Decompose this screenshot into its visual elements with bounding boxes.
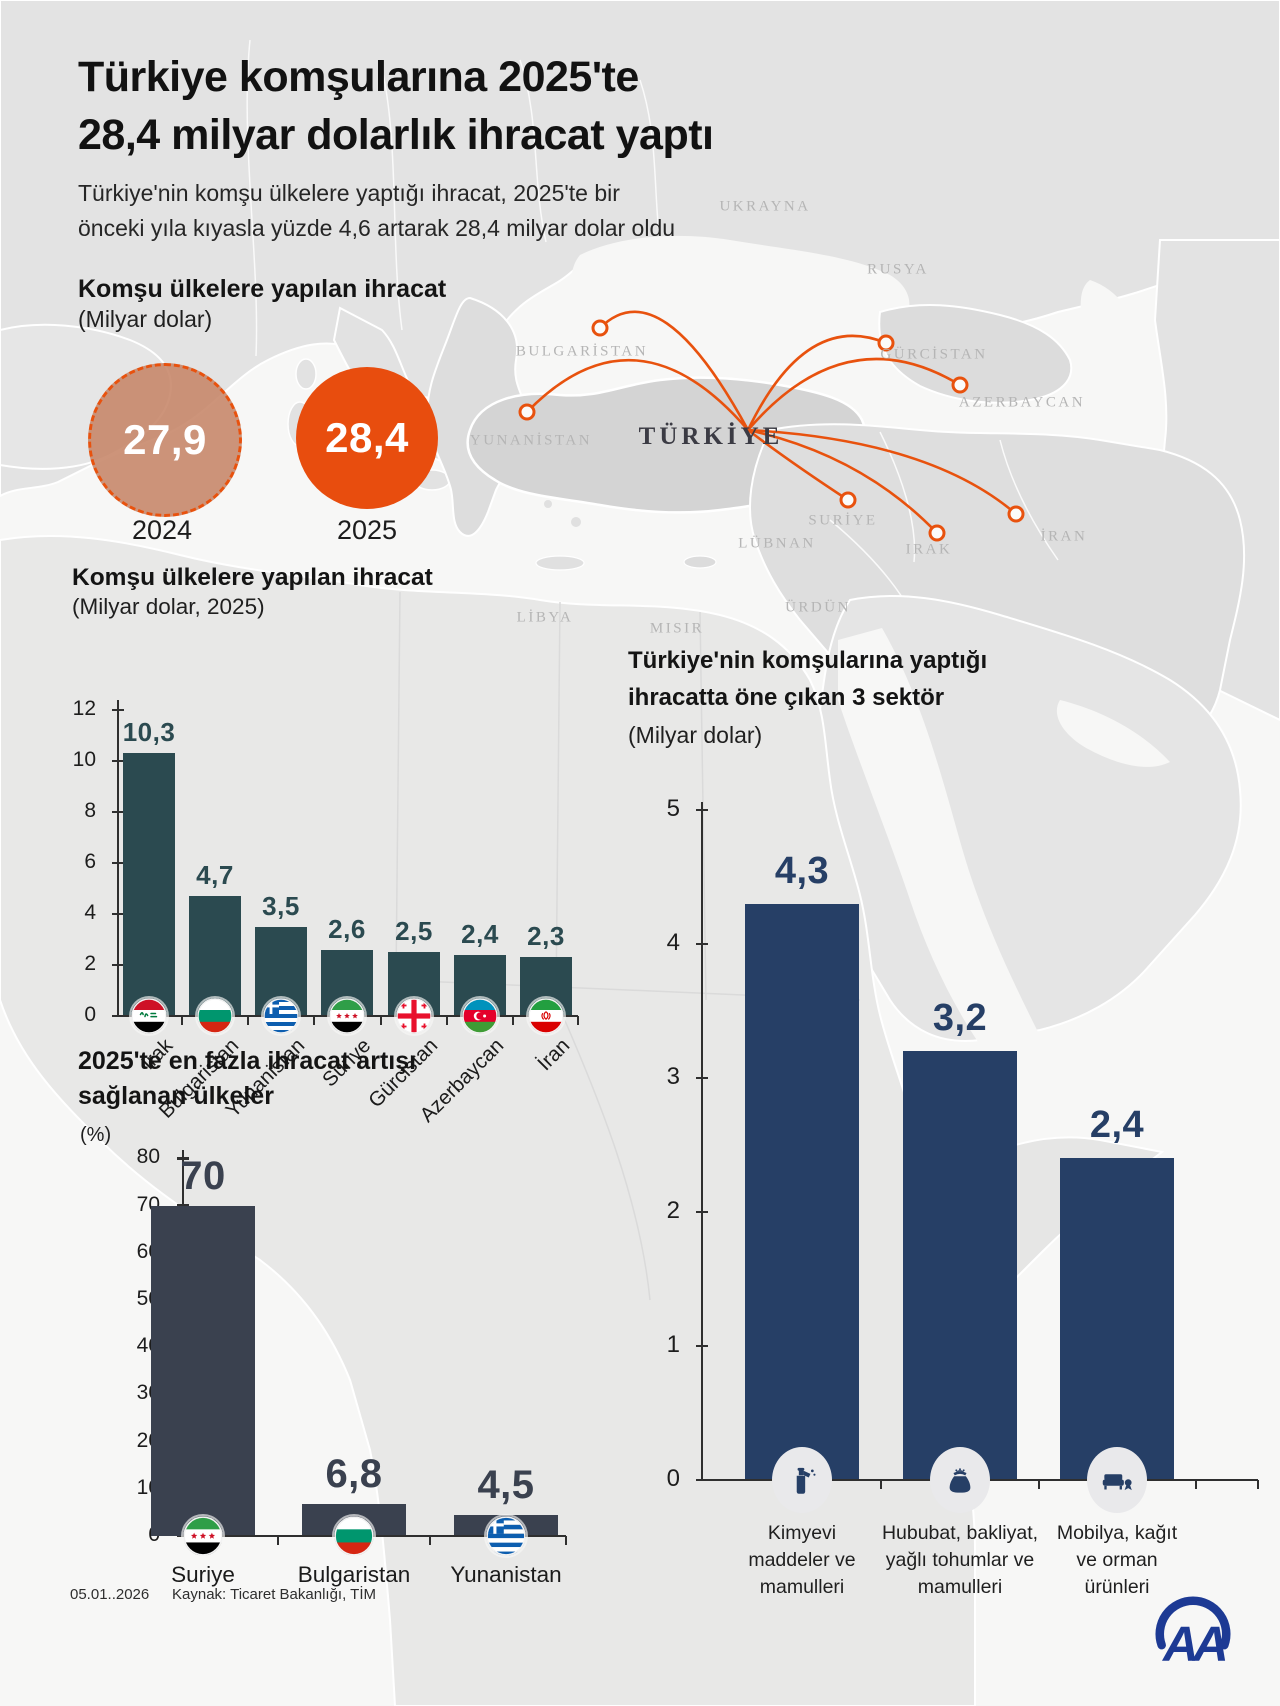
page-subtitle: Türkiye'nin komşu ülkelere yaptığı ihrac…	[78, 176, 675, 246]
map-corsica	[295, 358, 317, 390]
chart1-title: Komşu ülkelere yapılan ihracat	[72, 564, 433, 591]
map-europe-borders	[246, 39, 663, 357]
chart3-unit-label: (Milyar dolar)	[628, 722, 763, 748]
total-2025-value: 28,4	[325, 414, 409, 461]
map-label-bulgaristan: BULGARİSTAN	[515, 343, 649, 360]
map-label-urdun: ÜRDÜN	[785, 599, 851, 616]
page-title: Türkiye komşularına 2025'te 28,4 milyar …	[78, 48, 714, 164]
map-africa	[0, 534, 976, 1706]
map-label-suriye: SURİYE	[808, 512, 878, 529]
year-label-2024: 2024	[131, 515, 193, 545]
map-crete	[535, 555, 585, 571]
chart3-title-line1: Türkiye'nin komşularına yaptığı	[628, 647, 988, 674]
page-title-line1: Türkiye komşularına 2025'te	[78, 53, 639, 101]
totals-unit-label: (Milyar dolar)	[78, 306, 213, 332]
page-subtitle-line1: Türkiye'nin komşu ülkelere yaptığı ihrac…	[78, 180, 620, 206]
export-arc-endpoints	[518, 319, 1025, 542]
export-arcs	[526, 310, 1017, 534]
map-cyprus	[683, 555, 717, 569]
map-label-libya: LİBYA	[516, 609, 574, 626]
svg-text:AA: AA	[1161, 1616, 1226, 1666]
total-2024-value: 27,9	[123, 416, 207, 463]
map-caucasus	[878, 303, 1073, 404]
chart2-title-line2: sağlanan ülkeler	[78, 1082, 274, 1110]
total-circle-2024: 27,9	[88, 363, 242, 517]
page-subtitle-line2: önceki yıla kıyasla yüzde 4,6 artarak 28…	[78, 215, 676, 241]
map-label-gurcistan: GÜRCİSTAN	[880, 346, 988, 363]
map-label-ukrayna: UKRAYNA	[719, 198, 811, 215]
map-red-sea	[838, 628, 1042, 1072]
page-title-line2: 28,4 milyar dolarlık ihracat yaptı	[78, 111, 714, 159]
chart2-title: 2025'te en fazla ihracat artışı sağlanan…	[78, 1044, 416, 1114]
map-label-azerbaycan: AZERBAYCAN	[958, 394, 1086, 411]
map-persian-gulf	[1056, 700, 1170, 767]
map-aegean-island	[571, 517, 581, 527]
map-label-misir: MISIR	[649, 620, 705, 637]
total-circle-2025: 28,4	[296, 367, 438, 509]
aa-logo: AA	[1145, 1590, 1241, 1666]
map-black-sea	[572, 235, 910, 350]
aa-logo-icon: AA	[1155, 1596, 1232, 1666]
map-label-irak: IRAK	[905, 541, 953, 558]
year-label-2025: 2025	[336, 515, 398, 545]
footer-source: Kaynak: Ticaret Bakanlığı, TİM	[172, 1586, 376, 1603]
chart1-subtitle: (Milyar dolar, 2025)	[72, 594, 265, 619]
map-horn-of-africa	[928, 1136, 1165, 1314]
totals-heading: Komşu ülkelere yapılan ihracat	[78, 275, 447, 303]
map-label-yunanistan: YUNANİSTAN	[469, 432, 593, 449]
footer-date: 05.01..2026	[70, 1586, 150, 1603]
map-aegean-island	[544, 500, 552, 508]
chart3-title: Türkiye'nin komşularına yaptığı ihracatt…	[628, 642, 987, 716]
chart2-unit-label: (%)	[80, 1124, 112, 1146]
chart2-title-line1: 2025'te en fazla ihracat artışı	[78, 1047, 417, 1075]
map-label-turkiye: TÜRKİYE	[638, 423, 784, 450]
chart3-title-line2: ihracatta öne çıkan 3 sektör	[628, 684, 945, 711]
map-label-lubnan: LÜBNAN	[738, 535, 816, 552]
map-label-iran: İRAN	[1040, 528, 1088, 545]
map-label-rusya: RUSYA	[867, 261, 929, 278]
